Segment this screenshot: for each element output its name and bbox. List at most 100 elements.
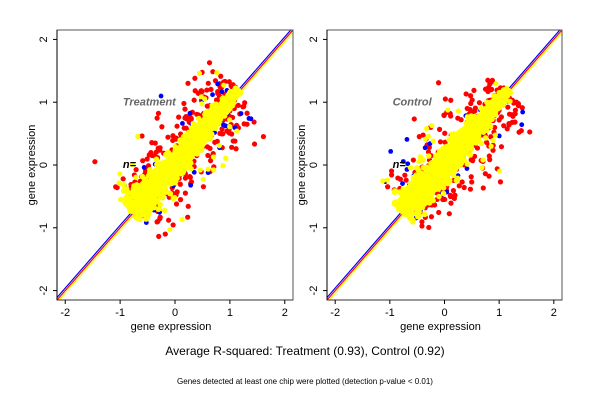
data-point-blue — [187, 110, 193, 116]
data-point-yellow — [449, 153, 456, 160]
panel-annotation: Control — [393, 96, 433, 108]
data-point-yellow — [493, 81, 499, 87]
data-point-yellow — [117, 171, 123, 177]
data-point-red — [385, 184, 391, 190]
y-tick-label: 2 — [38, 36, 50, 42]
data-point-yellow — [391, 188, 398, 194]
data-point-yellow — [424, 183, 430, 190]
data-point-red — [419, 219, 425, 225]
data-point-yellow — [407, 198, 414, 205]
data-point-red — [187, 174, 193, 180]
data-point-yellow — [216, 143, 222, 149]
data-point-yellow — [464, 150, 470, 156]
data-point-yellow — [492, 132, 498, 138]
data-point-red — [217, 130, 223, 137]
data-point-blue — [215, 81, 221, 87]
data-point-red — [173, 201, 180, 207]
data-point-yellow — [436, 193, 442, 200]
data-point-yellow — [146, 169, 153, 176]
data-point-yellow — [431, 181, 438, 188]
data-point-red — [442, 130, 448, 136]
data-point-yellow — [477, 121, 484, 127]
data-point-red — [224, 128, 230, 134]
x-tick-label: 1 — [496, 307, 502, 319]
data-point-red — [519, 105, 525, 111]
x-tick-label: -2 — [330, 307, 340, 319]
data-point-red — [504, 126, 510, 132]
data-point-yellow — [418, 172, 424, 179]
data-point-yellow — [460, 134, 467, 140]
data-point-red — [182, 190, 188, 196]
data-point-yellow — [426, 197, 433, 204]
data-point-yellow — [500, 90, 507, 97]
data-point-yellow — [123, 195, 129, 201]
data-point-blue — [519, 122, 525, 128]
data-point-red — [226, 79, 232, 85]
data-point-yellow — [457, 156, 463, 163]
data-point-yellow — [129, 161, 136, 167]
data-point-yellow — [158, 161, 164, 167]
data-point-yellow — [425, 133, 432, 139]
data-point-yellow — [145, 200, 151, 206]
data-point-yellow — [188, 125, 195, 131]
data-point-red — [177, 181, 183, 187]
data-point-yellow — [486, 100, 493, 107]
data-point-red — [403, 177, 409, 183]
data-point-yellow — [421, 211, 428, 218]
data-point-red — [170, 222, 176, 228]
data-point-yellow — [210, 154, 217, 160]
data-point-yellow — [179, 217, 185, 223]
data-point-red — [165, 217, 172, 223]
data-point-red — [235, 102, 241, 108]
data-point-blue — [400, 159, 406, 164]
data-point-red — [204, 87, 210, 93]
data-point-red — [198, 88, 204, 94]
data-point-yellow — [209, 120, 216, 127]
data-point-yellow — [430, 186, 437, 193]
data-point-yellow — [173, 159, 180, 165]
data-point-yellow — [193, 133, 200, 139]
data-point-red — [146, 152, 152, 158]
data-point-yellow — [450, 169, 457, 175]
data-point-yellow — [138, 188, 145, 195]
data-point-blue — [158, 93, 164, 99]
data-point-yellow — [234, 128, 240, 134]
data-point-yellow — [154, 182, 160, 189]
data-point-red — [219, 126, 225, 132]
data-point-red — [144, 156, 150, 162]
data-point-red — [192, 75, 198, 81]
data-point-yellow — [489, 116, 495, 123]
data-point-yellow — [205, 166, 211, 172]
data-point-red — [187, 117, 193, 123]
data-point-yellow — [221, 98, 228, 105]
data-point-yellow — [214, 69, 220, 76]
x-tick-label: 0 — [441, 307, 447, 319]
data-point-red — [181, 125, 187, 131]
data-point-red — [501, 123, 507, 129]
data-point-yellow — [444, 152, 451, 159]
data-point-red — [154, 115, 160, 121]
data-point-yellow — [140, 206, 147, 212]
data-point-red — [446, 211, 452, 217]
data-point-yellow — [423, 189, 429, 196]
data-point-red — [448, 200, 454, 206]
data-point-yellow — [439, 178, 446, 185]
x-tick-label: -1 — [115, 307, 125, 319]
data-point-red — [486, 173, 492, 179]
x-tick-label: 2 — [282, 307, 288, 319]
data-point-blue — [520, 109, 526, 115]
data-point-red — [518, 128, 524, 134]
y-tick-label: 0 — [308, 162, 320, 168]
data-point-yellow — [202, 127, 209, 133]
data-point-yellow — [154, 165, 161, 172]
data-point-blue — [464, 166, 470, 171]
data-point-yellow — [416, 201, 423, 207]
data-point-red — [442, 96, 448, 102]
data-point-yellow — [157, 201, 163, 208]
data-point-yellow — [142, 193, 149, 200]
x-tick-label: -1 — [385, 307, 395, 319]
data-point-red — [177, 197, 184, 203]
data-point-yellow — [424, 166, 431, 173]
data-point-red — [426, 224, 432, 231]
